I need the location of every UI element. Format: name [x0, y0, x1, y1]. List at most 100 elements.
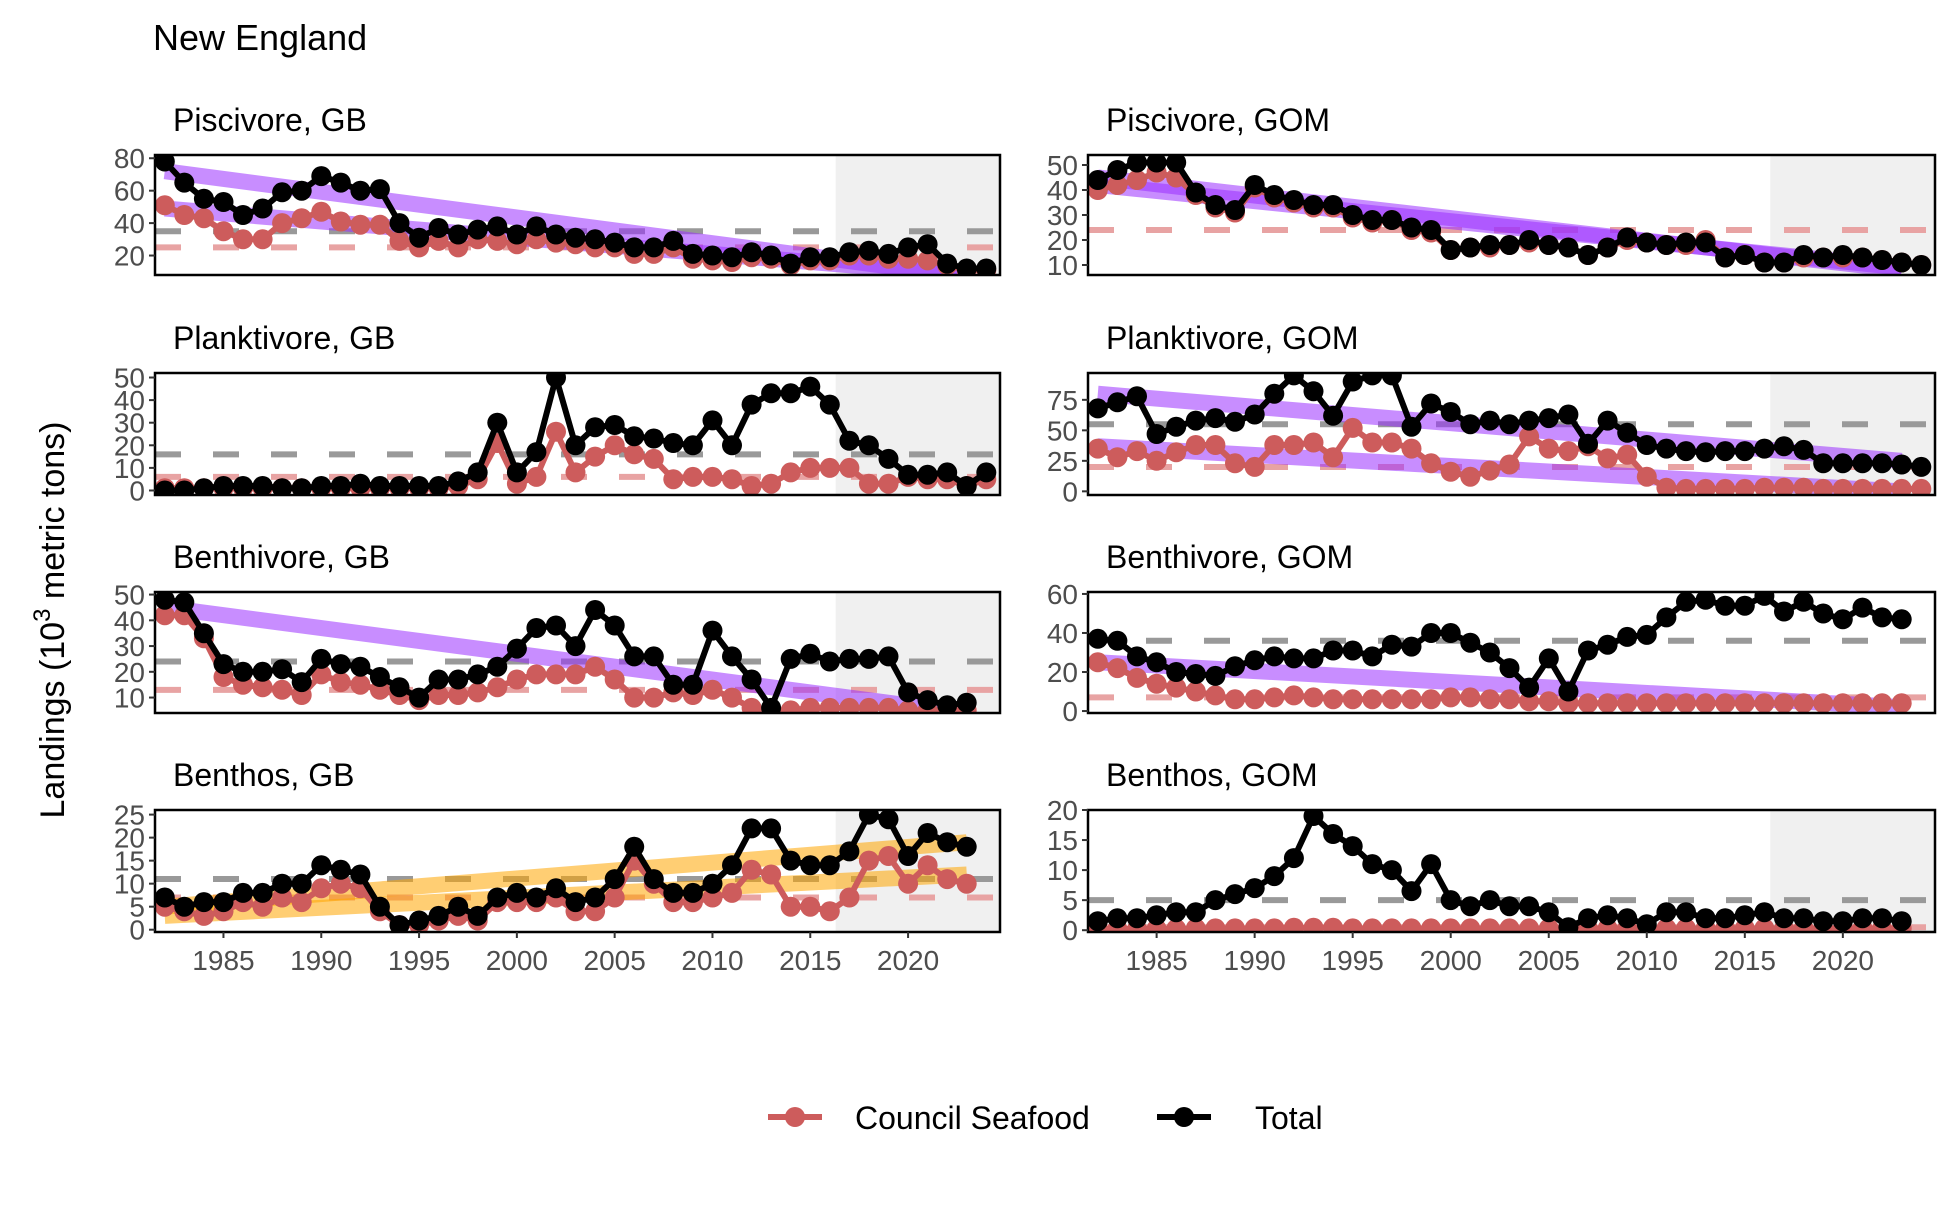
point-total-planktivore-gom-2000: [1440, 402, 1461, 422]
point-council-benthos-gom-1995: [1342, 918, 1363, 932]
point-council-benthos-gb-2013: [761, 864, 782, 885]
point-total-planktivore-gb-2008: [663, 433, 684, 453]
point-total-benthivore-gom-2005: [1538, 648, 1559, 669]
x-tick-label-benthos-gb-2020: 2020: [877, 945, 939, 976]
point-council-benthivore-gom-1994: [1323, 689, 1344, 710]
panel-plot-area-planktivore-gom: [1088, 373, 1935, 495]
y-tick-label-benthos-gb-25: 25: [114, 800, 145, 831]
point-council-benthivore-gb-2000: [506, 669, 527, 690]
point-total-planktivore-gom-2019: [1813, 453, 1834, 474]
point-total-piscivore-gb-1989: [291, 180, 312, 201]
point-total-benthos-gom-2001: [1460, 896, 1481, 917]
y-tick-label-benthos-gom-0: 0: [1062, 915, 1078, 946]
point-total-benthos-gom-1999: [1421, 854, 1442, 875]
legend-council-dot: [785, 1107, 805, 1127]
point-council-benthivore-gb-2004: [585, 656, 606, 677]
point-total-planktivore-gom-2011: [1656, 438, 1677, 459]
y-tick-label-planktivore-gb-10: 10: [114, 453, 145, 484]
point-total-benthivore-gb-2017: [839, 648, 860, 669]
point-council-planktivore-gom-2005: [1538, 438, 1559, 459]
point-total-benthivore-gom-2022: [1872, 607, 1893, 628]
point-total-benthos-gb-1985: [213, 892, 234, 913]
point-total-planktivore-gom-1994: [1323, 405, 1344, 426]
point-total-planktivore-gb-1995: [409, 476, 430, 495]
point-council-planktivore-gb-2015: [800, 457, 821, 478]
point-council-planktivore-gom-1987: [1185, 435, 1206, 455]
point-total-planktivore-gb-1989: [291, 478, 312, 495]
point-total-piscivore-gom-1987: [1185, 182, 1206, 203]
point-total-benthos-gb-2005: [604, 869, 625, 890]
point-council-benthivore-gom-2002: [1479, 689, 1500, 710]
point-total-piscivore-gom-2005: [1538, 235, 1559, 255]
point-council-benthos-gb-2015: [800, 896, 821, 917]
point-council-benthivore-gom-2015: [1734, 693, 1755, 713]
point-total-benthos-gom-1988: [1205, 890, 1226, 911]
point-total-benthivore-gom-1991: [1264, 646, 1285, 667]
point-council-planktivore-gom-1991: [1264, 435, 1285, 455]
point-council-planktivore-gom-2020: [1832, 478, 1853, 495]
point-total-benthos-gom-1990: [1244, 878, 1265, 899]
point-total-benthos-gom-2000: [1440, 890, 1461, 911]
panel-border-planktivore-gom: [1086, 371, 1937, 497]
point-total-benthivore-gb-2014: [780, 648, 801, 669]
point-total-benthivore-gb-1994: [389, 677, 410, 698]
point-total-benthivore-gb-2023: [956, 692, 977, 713]
y-tick-label-benthivore-gom-0: 0: [1062, 696, 1078, 727]
point-council-benthivore-gom-2004: [1519, 691, 1540, 712]
point-total-piscivore-gom-2018: [1793, 245, 1814, 265]
y-tick-label-planktivore-gom-25: 25: [1047, 446, 1078, 477]
point-council-planktivore-gb-2018: [858, 473, 879, 494]
point-council-benthos-gom-1992: [1283, 917, 1304, 932]
point-council-planktivore-gom-2014: [1715, 478, 1736, 495]
point-total-piscivore-gb-1996: [428, 218, 449, 238]
point-total-planktivore-gb-2020: [898, 464, 919, 485]
point-council-benthos-gom-1987: [1185, 918, 1206, 932]
point-council-planktivore-gb-2019: [878, 473, 899, 494]
point-council-planktivore-gom-1995: [1342, 417, 1363, 438]
point-total-piscivore-gom-1993: [1303, 195, 1324, 215]
point-total-planktivore-gom-2020: [1832, 453, 1853, 474]
point-council-benthivore-gom-1986: [1166, 677, 1187, 698]
point-total-planktivore-gom-2006: [1558, 404, 1579, 425]
point-council-benthos-gom-2016: [1754, 918, 1775, 932]
point-total-benthivore-gb-1991: [330, 654, 351, 675]
point-council-piscivore-gb-1986: [233, 229, 253, 250]
figure-title: New England: [153, 17, 367, 58]
point-total-piscivore-gom-2019: [1813, 247, 1834, 268]
y-tick-label-benthivore-gb-40: 40: [114, 605, 145, 636]
point-council-benthos-gom-2000: [1440, 918, 1461, 932]
x-tick-label-benthos-gom-2000: 2000: [1420, 945, 1482, 976]
point-council-planktivore-gom-1988: [1205, 435, 1226, 455]
y-tick-label-planktivore-gb-0: 0: [129, 475, 145, 506]
point-total-benthos-gom-1984: [1127, 908, 1147, 929]
x-tick-label-benthos-gb-1985: 1985: [192, 945, 254, 976]
point-council-benthos-gom-2005: [1538, 918, 1559, 932]
point-council-benthos-gom-2011: [1656, 918, 1677, 932]
point-total-benthivore-gom-1989: [1225, 656, 1245, 677]
point-total-benthivore-gb-1990: [311, 648, 332, 669]
point-total-benthivore-gb-1983: [174, 592, 195, 613]
point-total-benthos-gom-1994: [1323, 824, 1344, 844]
point-council-benthivore-gb-2011: [722, 687, 742, 708]
point-total-benthivore-gom-2020: [1832, 609, 1853, 630]
point-total-planktivore-gom-2010: [1636, 435, 1657, 455]
y-tick-label-piscivore-gom-50: 50: [1047, 150, 1078, 181]
point-total-piscivore-gb-2008: [663, 230, 684, 251]
point-total-benthivore-gom-2006: [1558, 681, 1579, 702]
y-tick-label-benthivore-gom-60: 60: [1047, 579, 1078, 610]
point-total-piscivore-gb-1986: [233, 205, 253, 225]
point-total-benthos-gb-1991: [330, 859, 351, 880]
point-total-piscivore-gb-2004: [585, 229, 606, 250]
point-total-piscivore-gom-1998: [1401, 217, 1422, 238]
point-total-piscivore-gom-1989: [1225, 200, 1245, 220]
point-total-benthos-gb-1986: [233, 882, 253, 903]
point-council-benthos-gb-2018: [858, 850, 879, 871]
point-council-benthos-gb-2012: [741, 859, 762, 880]
point-total-piscivore-gom-1986: [1166, 155, 1187, 173]
point-total-piscivore-gom-2017: [1774, 252, 1794, 273]
point-council-piscivore-gb-1984: [193, 208, 214, 229]
y-tick-label-piscivore-gom-20: 20: [1047, 225, 1078, 256]
point-total-benthos-gb-2021: [917, 823, 938, 843]
point-total-benthivore-gom-2010: [1636, 624, 1657, 645]
point-council-benthivore-gb-2002: [546, 664, 566, 685]
